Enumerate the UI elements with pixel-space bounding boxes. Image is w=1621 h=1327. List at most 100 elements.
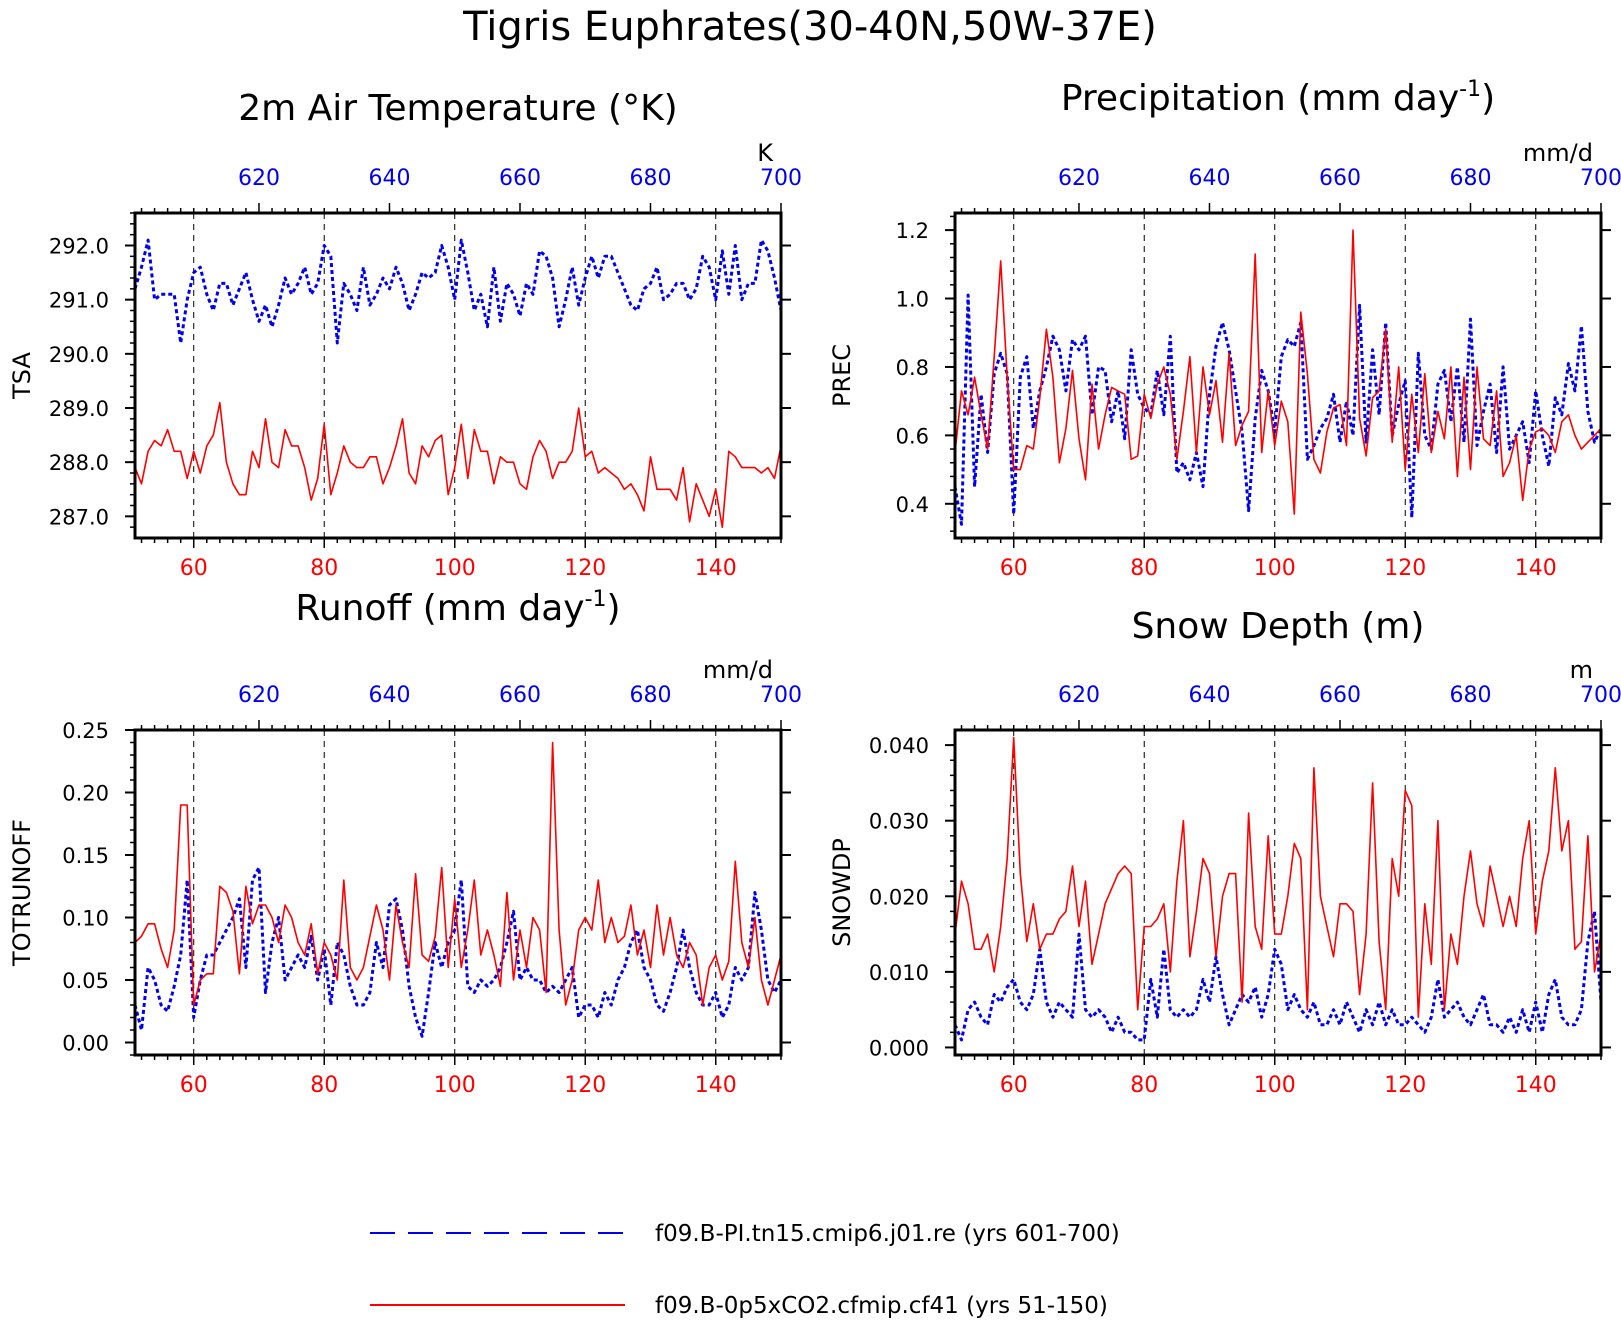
y-tick-label: 0.10 — [62, 907, 109, 931]
panel-snowdp: Snow Depth (m) m SNOWDP 0.000 0.010 0.020 0.03… — [828, 606, 1621, 1098]
series-line-snowdp-red — [954, 736, 1602, 1019]
x-tick-label-bottom: 120 — [564, 556, 606, 581]
x-tick-label-top: 660 — [1319, 166, 1361, 191]
ylabel-prec: PREC — [828, 344, 856, 407]
x-tick-label-bottom: 100 — [1254, 1073, 1296, 1098]
x-tick-label-bottom: 120 — [1384, 1073, 1426, 1098]
x-tick-label-bottom: 80 — [310, 1073, 338, 1098]
x-tick-label-top: 620 — [1058, 683, 1100, 708]
y-tick-label: 0.00 — [62, 1032, 109, 1056]
x-tick-label-bottom: 140 — [1515, 1073, 1557, 1098]
y-tick-label: 0.030 — [869, 810, 929, 834]
y-tick-label: 1.0 — [896, 288, 929, 312]
y-tick-label: 0.4 — [896, 493, 929, 517]
x-tick-label-top: 640 — [1188, 683, 1230, 708]
panel-prec: Precipitation (mm day-1) mm/d PREC 0.4 0.6 0.… — [828, 77, 1621, 581]
y-tick-label: 0.20 — [62, 782, 109, 806]
panel-title-superscript: -1 — [1459, 77, 1481, 102]
x-tick-label-top: 680 — [1449, 683, 1491, 708]
panel-title-runoff: Runoff (mm day-1) — [295, 587, 620, 629]
x-tick-label-top: 640 — [1188, 166, 1230, 191]
units-label-snowdp: m — [1570, 656, 1593, 684]
panel-title-tsa: 2m Air Temperature (°K) — [238, 88, 677, 129]
y-tick-label: 0.6 — [896, 424, 929, 448]
y-tick-label: 0.15 — [62, 844, 109, 868]
x-tick-label-top: 700 — [1580, 683, 1621, 708]
ylabel-runoff: TOTRUNOFF — [8, 819, 36, 967]
legend-label-blue: f09.B-PI.tn15.cmip6.j01.re (yrs 601-700) — [655, 1221, 1120, 1247]
y-tick-label: 0.8 — [896, 356, 929, 380]
x-tick-label-bottom: 60 — [1000, 556, 1028, 581]
y-tick-label: 292.0 — [49, 235, 109, 259]
x-tick-label-bottom: 80 — [1130, 1073, 1158, 1098]
plot-frame — [953, 211, 1603, 540]
panel-title-text: 2m Air Temperature (°K) — [238, 88, 677, 129]
x-tick-label-top: 660 — [499, 166, 541, 191]
panel-tsa: 2m Air Temperature (°K) K TSA 287.0 288.0 289… — [8, 88, 802, 581]
x-tick-label-top: 640 — [368, 166, 410, 191]
y-tick-label: 288.0 — [49, 451, 109, 475]
panel-title-text: Precipitation (mm day — [1061, 78, 1459, 119]
x-tick-label-bottom: 120 — [564, 1073, 606, 1098]
plot-frame — [133, 728, 783, 1057]
main-title: Tigris Euphrates(30-40N,50W-37E) — [462, 4, 1157, 50]
x-tick-label-bottom: 100 — [1254, 556, 1296, 581]
x-tick-label-top: 620 — [1058, 166, 1100, 191]
legend: f09.B-PI.tn15.cmip6.j01.re (yrs 601-700)… — [370, 1221, 1120, 1319]
ylabel-snowdp: SNOWDP — [828, 838, 856, 947]
panel-title-prec: Precipitation (mm day-1) — [1061, 77, 1495, 119]
y-tick-label: 289.0 — [49, 397, 109, 421]
x-tick-label-top: 620 — [238, 166, 280, 191]
series-line-tsa-blue — [133, 238, 783, 345]
y-tick-label: 291.0 — [49, 289, 109, 313]
series-line-runoff-red — [134, 741, 782, 1006]
units-label-tsa: K — [757, 139, 774, 167]
x-tick-label-top: 680 — [1449, 166, 1491, 191]
x-tick-label-bottom: 140 — [695, 1073, 737, 1098]
x-tick-label-bottom: 80 — [1130, 556, 1158, 581]
x-tick-label-bottom: 100 — [434, 556, 476, 581]
panel-title-snowdp: Snow Depth (m) — [1132, 606, 1425, 647]
x-tick-label-bottom: 140 — [695, 556, 737, 581]
series-line-runoff-blue — [133, 866, 783, 1038]
x-tick-label-top: 620 — [238, 683, 280, 708]
y-tick-label: 0.000 — [869, 1036, 929, 1060]
y-tick-label: 287.0 — [49, 505, 109, 529]
x-tick-label-bottom: 80 — [310, 556, 338, 581]
ylabel-tsa: TSA — [8, 352, 36, 400]
chart-panels: 2m Air Temperature (°K) K TSA 287.0 288.0 289… — [8, 77, 1621, 1098]
x-tick-label-bottom: 140 — [1515, 556, 1557, 581]
x-tick-label-bottom: 60 — [180, 1073, 208, 1098]
units-label-runoff: mm/d — [703, 656, 773, 684]
x-tick-label-top: 680 — [629, 683, 671, 708]
x-tick-label-top: 700 — [760, 166, 802, 191]
panel-title-superscript: -1 — [585, 587, 607, 612]
panel-title-suffix: ) — [607, 588, 621, 629]
y-tick-label: 290.0 — [49, 343, 109, 367]
y-tick-label: 0.010 — [869, 961, 929, 985]
y-tick-label: 0.05 — [62, 969, 109, 993]
x-tick-label-bottom: 120 — [1384, 556, 1426, 581]
x-tick-label-top: 680 — [629, 166, 671, 191]
series-line-tsa-red — [134, 401, 782, 529]
x-tick-label-top: 660 — [1319, 683, 1361, 708]
series-line-snowdp-blue — [953, 909, 1603, 1042]
legend-label-red: f09.B-0p5xCO2.cfmip.cf41 (yrs 51-150) — [655, 1293, 1108, 1319]
units-label-prec: mm/d — [1523, 139, 1593, 167]
x-tick-label-top: 700 — [760, 683, 802, 708]
panel-title-text: Runoff (mm day — [295, 588, 584, 629]
series-line-prec-blue — [953, 293, 1603, 526]
x-tick-label-bottom: 60 — [1000, 1073, 1028, 1098]
x-tick-label-top: 700 — [1580, 166, 1621, 191]
y-tick-label: 0.020 — [869, 885, 929, 909]
series-line-prec-red — [954, 229, 1602, 515]
y-tick-label: 0.25 — [62, 719, 109, 743]
panel-title-text: Snow Depth (m) — [1132, 606, 1425, 647]
panel-runoff: Runoff (mm day-1) mm/d TOTRUNOFF 0.00 0.05 0.… — [8, 587, 802, 1098]
y-tick-label: 1.2 — [896, 219, 929, 243]
x-tick-label-top: 660 — [499, 683, 541, 708]
plot-frame — [953, 728, 1603, 1057]
panel-title-suffix: ) — [1481, 78, 1495, 119]
